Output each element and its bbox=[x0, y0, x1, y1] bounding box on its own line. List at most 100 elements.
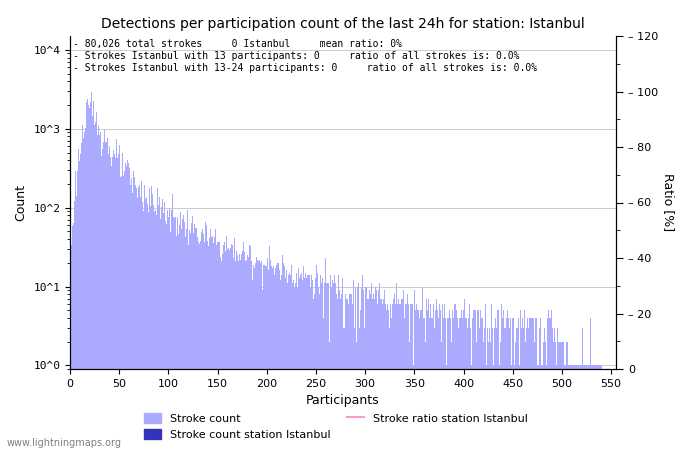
Bar bbox=[521, 328, 522, 450]
Bar bbox=[146, 197, 147, 450]
Bar bbox=[465, 318, 466, 450]
Bar bbox=[462, 318, 463, 450]
Bar bbox=[267, 258, 268, 450]
Bar bbox=[74, 202, 76, 450]
Bar bbox=[577, 365, 578, 450]
Bar bbox=[415, 310, 416, 450]
Bar bbox=[571, 365, 572, 450]
Bar bbox=[205, 222, 206, 450]
Bar bbox=[241, 251, 243, 450]
Bar bbox=[450, 318, 452, 450]
Bar bbox=[223, 245, 224, 450]
Bar bbox=[104, 130, 105, 450]
Bar bbox=[144, 185, 146, 450]
Bar bbox=[464, 299, 465, 450]
Bar bbox=[119, 145, 120, 450]
Bar bbox=[311, 275, 312, 450]
Bar bbox=[175, 217, 176, 450]
Bar bbox=[268, 270, 270, 450]
Bar bbox=[233, 258, 234, 450]
Bar bbox=[523, 328, 524, 450]
Bar bbox=[481, 318, 482, 450]
Bar bbox=[152, 194, 153, 450]
Bar bbox=[591, 365, 592, 450]
Bar bbox=[341, 294, 342, 450]
Bar bbox=[285, 278, 286, 450]
Bar bbox=[394, 294, 395, 450]
Bar bbox=[316, 265, 317, 450]
Bar bbox=[594, 365, 595, 450]
Bar bbox=[512, 318, 513, 450]
Bar bbox=[530, 318, 531, 450]
Bar bbox=[97, 135, 98, 450]
Bar bbox=[400, 304, 401, 450]
Bar bbox=[392, 304, 393, 450]
Bar bbox=[503, 310, 504, 450]
Bar bbox=[411, 304, 412, 450]
Bar bbox=[355, 287, 356, 450]
Bar bbox=[478, 310, 479, 450]
Bar bbox=[352, 304, 353, 450]
Bar bbox=[542, 342, 544, 450]
Bar bbox=[283, 263, 284, 450]
Bar bbox=[333, 283, 334, 450]
Bar bbox=[199, 243, 200, 450]
Bar bbox=[545, 342, 546, 450]
Bar bbox=[273, 266, 274, 450]
Bar bbox=[147, 204, 148, 450]
Bar bbox=[132, 194, 134, 450]
Bar bbox=[230, 248, 231, 450]
Bar bbox=[204, 242, 205, 450]
Bar bbox=[236, 251, 237, 450]
Bar bbox=[535, 318, 536, 450]
Bar bbox=[525, 342, 526, 450]
Bar bbox=[342, 278, 343, 450]
Bar bbox=[323, 318, 324, 450]
Bar bbox=[583, 365, 584, 450]
Bar bbox=[578, 365, 579, 450]
Bar bbox=[338, 275, 339, 450]
Bar bbox=[540, 365, 542, 450]
Bar bbox=[212, 236, 213, 450]
Bar bbox=[489, 342, 491, 450]
Bar bbox=[103, 142, 104, 450]
Bar bbox=[78, 149, 79, 450]
Bar bbox=[579, 365, 580, 450]
Bar bbox=[246, 255, 248, 450]
Bar bbox=[228, 248, 229, 450]
Bar bbox=[306, 278, 307, 450]
Bar bbox=[452, 310, 453, 450]
Bar bbox=[71, 245, 73, 450]
Bar bbox=[122, 176, 124, 450]
Bar bbox=[206, 225, 207, 450]
Bar bbox=[96, 112, 97, 450]
Bar bbox=[559, 342, 561, 450]
Bar bbox=[169, 209, 170, 450]
Bar bbox=[178, 225, 180, 450]
Bar bbox=[167, 210, 168, 450]
Bar bbox=[389, 328, 390, 450]
Bar bbox=[281, 275, 282, 450]
Bar bbox=[107, 139, 108, 450]
Bar bbox=[282, 255, 283, 450]
Bar bbox=[501, 304, 503, 450]
Bar bbox=[568, 365, 569, 450]
Bar bbox=[426, 310, 428, 450]
Bar bbox=[292, 283, 293, 450]
Bar bbox=[215, 229, 216, 450]
Bar bbox=[108, 154, 109, 450]
Bar bbox=[158, 205, 159, 450]
Bar bbox=[435, 310, 437, 450]
Bar bbox=[279, 270, 280, 450]
Bar bbox=[508, 318, 510, 450]
Bar bbox=[208, 246, 209, 450]
Bar bbox=[595, 365, 596, 450]
Bar bbox=[416, 310, 418, 450]
Bar bbox=[572, 365, 573, 450]
Bar bbox=[334, 275, 335, 450]
Bar bbox=[263, 265, 265, 450]
Bar bbox=[518, 318, 519, 450]
Bar bbox=[93, 101, 94, 450]
Bar bbox=[551, 310, 552, 450]
Bar bbox=[522, 318, 523, 450]
